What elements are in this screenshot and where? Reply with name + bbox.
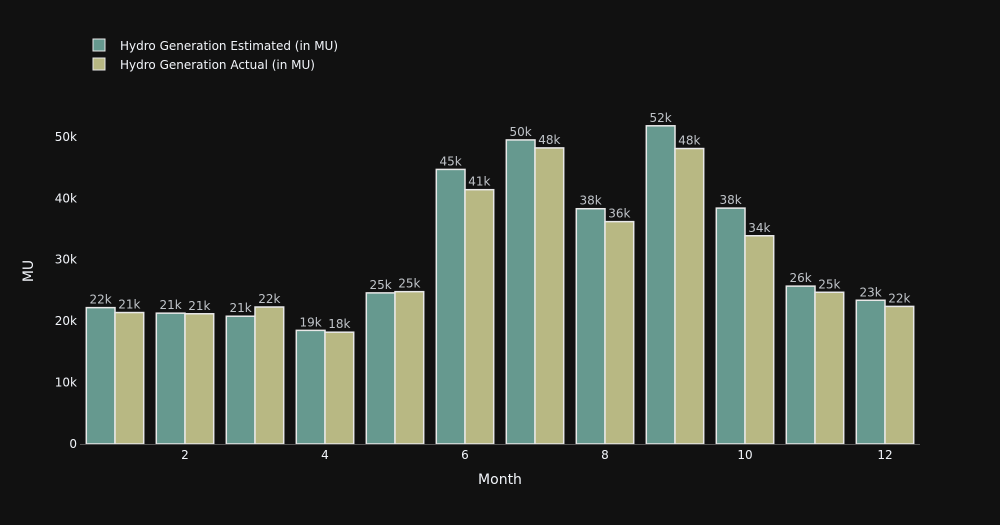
x-axis-title: Month [478, 472, 522, 488]
data-label-estimated: 22k [90, 293, 112, 307]
x-tick-label: 10 [737, 448, 752, 462]
data-label-actual: 25k [398, 277, 420, 291]
data-label-actual: 36k [608, 207, 630, 221]
data-label-estimated: 38k [720, 193, 742, 207]
data-label-actual: 22k [888, 291, 910, 305]
legend-label-actual[interactable]: Hydro Generation Actual (in MU) [120, 58, 315, 72]
y-tick-label: 0 [69, 437, 77, 451]
bar-estimated[interactable] [155, 312, 186, 445]
data-label-estimated: 38k [580, 194, 602, 208]
data-label-actual: 48k [538, 133, 560, 147]
legend-label-estimated[interactable]: Hydro Generation Estimated (in MU) [120, 39, 338, 53]
data-label-estimated: 23k [860, 285, 882, 299]
bar-actual[interactable] [744, 235, 775, 445]
x-tick-label: 12 [877, 448, 892, 462]
y-axis: 0 10k 20k 30k 40k 50k [55, 130, 77, 451]
data-label-actual: 18k [328, 317, 350, 331]
data-label-actual: 21k [188, 299, 210, 313]
data-label-actual: 48k [678, 134, 700, 148]
data-label-actual: 21k [118, 298, 140, 312]
data-label-estimated: 21k [230, 301, 252, 315]
bar-actual[interactable] [464, 188, 495, 445]
data-label-estimated: 52k [650, 111, 672, 125]
legend: Hydro Generation Estimated (in MU) Hydro… [92, 38, 338, 72]
bar-actual[interactable] [254, 306, 285, 445]
bar-estimated[interactable] [855, 299, 886, 445]
bar-actual[interactable] [324, 331, 355, 445]
data-label-estimated: 45k [440, 154, 462, 168]
bars [85, 125, 915, 445]
data-labels: 22k 21k 21k 19k 25k 45k 50k 38k 52k 38k 26k 23k 21k 2… [90, 111, 911, 331]
y-tick-label: 20k [55, 314, 77, 328]
x-tick-label: 8 [601, 448, 609, 462]
data-label-estimated: 25k [370, 278, 392, 292]
bar-actual[interactable] [884, 305, 915, 445]
bar-estimated[interactable] [435, 168, 466, 445]
bar-actual[interactable] [114, 311, 145, 445]
bar-estimated[interactable] [85, 306, 116, 445]
data-label-estimated: 19k [300, 315, 322, 329]
bar-estimated[interactable] [785, 285, 816, 445]
bar-actual[interactable] [604, 220, 635, 445]
legend-swatch-actual[interactable] [92, 57, 106, 71]
x-tick-label: 2 [181, 448, 189, 462]
bar-estimated[interactable] [715, 207, 746, 445]
bar-estimated[interactable] [505, 139, 536, 445]
x-axis: 2 4 6 8 10 12 [181, 448, 892, 462]
bar-actual[interactable] [534, 147, 565, 445]
data-label-actual: 41k [468, 175, 490, 189]
bar-estimated[interactable] [575, 207, 606, 445]
bar-actual[interactable] [814, 291, 845, 445]
x-tick-label: 4 [321, 448, 329, 462]
y-tick-label: 30k [55, 253, 77, 267]
legend-swatch-estimated[interactable] [92, 38, 106, 52]
data-label-actual: 22k [258, 292, 280, 306]
bar-actual[interactable] [394, 290, 425, 445]
bar-estimated[interactable] [645, 125, 676, 445]
bar-estimated[interactable] [295, 329, 326, 445]
data-label-estimated: 21k [160, 298, 182, 312]
y-tick-label: 10k [55, 376, 77, 390]
data-label-actual: 25k [818, 277, 840, 291]
data-label-actual: 34k [748, 221, 770, 235]
x-tick-label: 6 [461, 448, 469, 462]
data-label-estimated: 50k [510, 125, 532, 139]
bar-estimated[interactable] [225, 315, 256, 445]
bar-actual[interactable] [184, 313, 215, 445]
y-tick-label: 40k [55, 191, 77, 205]
y-axis-title: MU [21, 260, 37, 282]
y-tick-label: 50k [55, 130, 77, 144]
data-label-estimated: 26k [790, 271, 812, 285]
bar-actual[interactable] [674, 147, 705, 445]
bar-estimated[interactable] [365, 292, 396, 445]
